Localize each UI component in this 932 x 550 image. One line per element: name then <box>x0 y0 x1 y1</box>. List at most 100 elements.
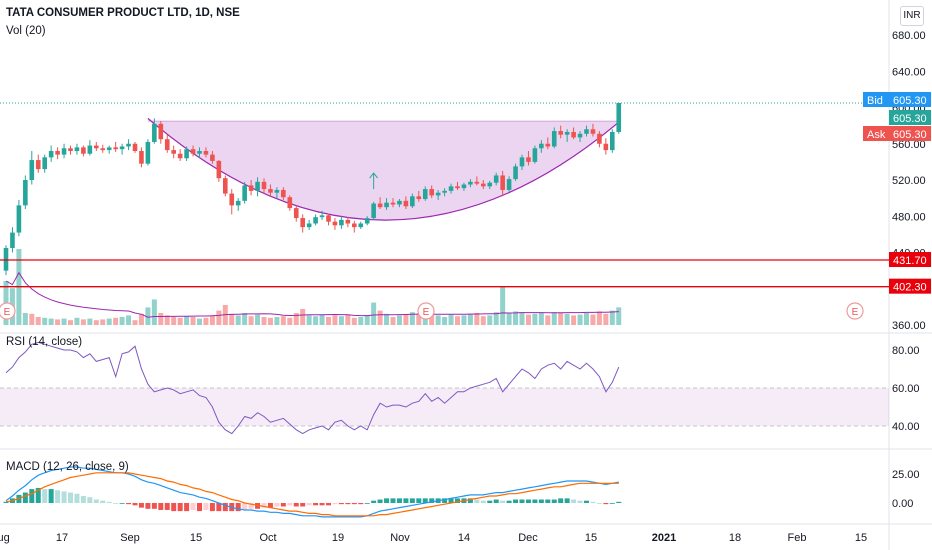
candle-body <box>42 157 47 170</box>
candle-body <box>10 232 15 248</box>
macd-histogram-bar <box>326 503 331 506</box>
volume-bar <box>313 316 319 325</box>
volume-bar <box>190 317 196 325</box>
price-axis-label: 680.00 <box>892 30 926 42</box>
earnings-marker-icon[interactable] <box>846 302 864 320</box>
volume-bar <box>300 309 306 325</box>
candle-body <box>603 143 609 151</box>
line-price-tag-value: 431.70 <box>893 255 927 267</box>
volume-bar <box>267 317 273 325</box>
volume-bar <box>35 317 41 325</box>
candle-body <box>248 185 254 191</box>
macd-histogram-bar <box>242 503 248 510</box>
macd-histogram-bar <box>500 500 506 503</box>
macd-histogram-bar <box>371 500 377 503</box>
candle-body <box>210 154 215 161</box>
macd-histogram-bar <box>525 499 531 503</box>
cup-pattern-fill <box>147 118 617 221</box>
candle-body <box>152 123 157 142</box>
candle-body <box>487 182 493 187</box>
volume-bar <box>487 315 493 325</box>
volume-bar <box>345 314 351 325</box>
macd-histogram-bar <box>164 503 170 510</box>
candle-body <box>261 181 267 190</box>
candle-body <box>87 145 93 154</box>
price-axis-label: 480.00 <box>892 211 926 223</box>
macd-histogram-bar <box>564 498 570 503</box>
macd-histogram-bar <box>151 503 157 509</box>
time-axis-label: Nov <box>390 532 410 544</box>
line-price-tag-box <box>889 278 931 294</box>
candle-body <box>545 143 551 147</box>
volume-bar <box>377 310 383 325</box>
volume-bar <box>293 313 299 325</box>
volume-bar <box>326 317 331 325</box>
macd-histogram-bar <box>93 499 99 503</box>
volume-bar <box>371 302 377 325</box>
candle-body <box>500 175 505 190</box>
volume-bar <box>126 315 132 325</box>
volume-bar <box>22 313 28 325</box>
macd-histogram-bar <box>442 498 448 503</box>
volume-bar <box>255 314 261 325</box>
macd-histogram-bar <box>390 498 396 503</box>
volume-bar <box>519 312 525 325</box>
candle-body <box>164 139 170 151</box>
candle-body <box>584 129 589 134</box>
candle-body <box>29 160 35 180</box>
macd-histogram-bar <box>261 503 267 508</box>
price-tag-label: Ask <box>867 129 886 141</box>
macd-histogram-bar <box>338 503 344 505</box>
macd-histogram-bar <box>42 489 48 503</box>
volume-bar <box>61 318 67 325</box>
volume-bar <box>93 320 99 325</box>
macd-histogram-bar <box>584 500 589 503</box>
macd-histogram-bar <box>287 503 293 506</box>
volume-bar <box>564 313 570 325</box>
volume-bar <box>596 311 602 325</box>
macd-histogram-bar <box>300 503 306 507</box>
candle-body <box>313 217 318 224</box>
candle-body <box>506 179 512 190</box>
candle-body <box>526 157 531 162</box>
volume-bar <box>435 315 441 325</box>
volume-bar <box>197 318 202 325</box>
currency-button[interactable]: INR <box>900 6 924 26</box>
macd-histogram-bar <box>190 503 196 510</box>
macd-histogram-bar <box>319 503 325 506</box>
volume-bar <box>525 314 531 325</box>
candle-body <box>145 141 151 164</box>
volume-bar <box>158 313 164 325</box>
candle-body <box>132 143 138 151</box>
macd-histogram-bar <box>280 503 286 507</box>
candle-body <box>268 189 273 193</box>
volume-ma-line <box>5 271 619 318</box>
candle-body <box>74 147 80 151</box>
volume-bar <box>603 313 609 325</box>
line-price-tag-value: 402.30 <box>893 282 927 294</box>
earnings-marker-icon[interactable] <box>417 302 435 320</box>
macd-histogram-bar <box>480 500 486 503</box>
volume-bar <box>319 314 325 325</box>
macd-histogram-bar <box>222 503 228 512</box>
candle-body <box>435 192 441 196</box>
earnings-marker-icon[interactable] <box>0 302 16 320</box>
time-axis-label: 15 <box>855 532 867 544</box>
candle-body <box>35 160 41 170</box>
volume-bar <box>171 317 177 325</box>
rsi-axis-label: 40.00 <box>892 421 920 433</box>
candle-body <box>461 184 467 189</box>
volume-bar <box>274 317 280 325</box>
macd-histogram-bar <box>106 501 112 503</box>
macd-histogram-bar <box>177 503 183 512</box>
macd-histogram-bar <box>493 499 499 503</box>
volume-bar <box>113 317 119 325</box>
volume-bar <box>74 317 80 325</box>
macd-histogram-bar <box>61 491 67 503</box>
time-axis-label: 14 <box>458 532 470 544</box>
macd-histogram-bar <box>184 503 190 512</box>
candle-body <box>616 102 622 132</box>
candle-body <box>94 145 99 149</box>
rsi-axis-label: 60.00 <box>892 383 920 395</box>
